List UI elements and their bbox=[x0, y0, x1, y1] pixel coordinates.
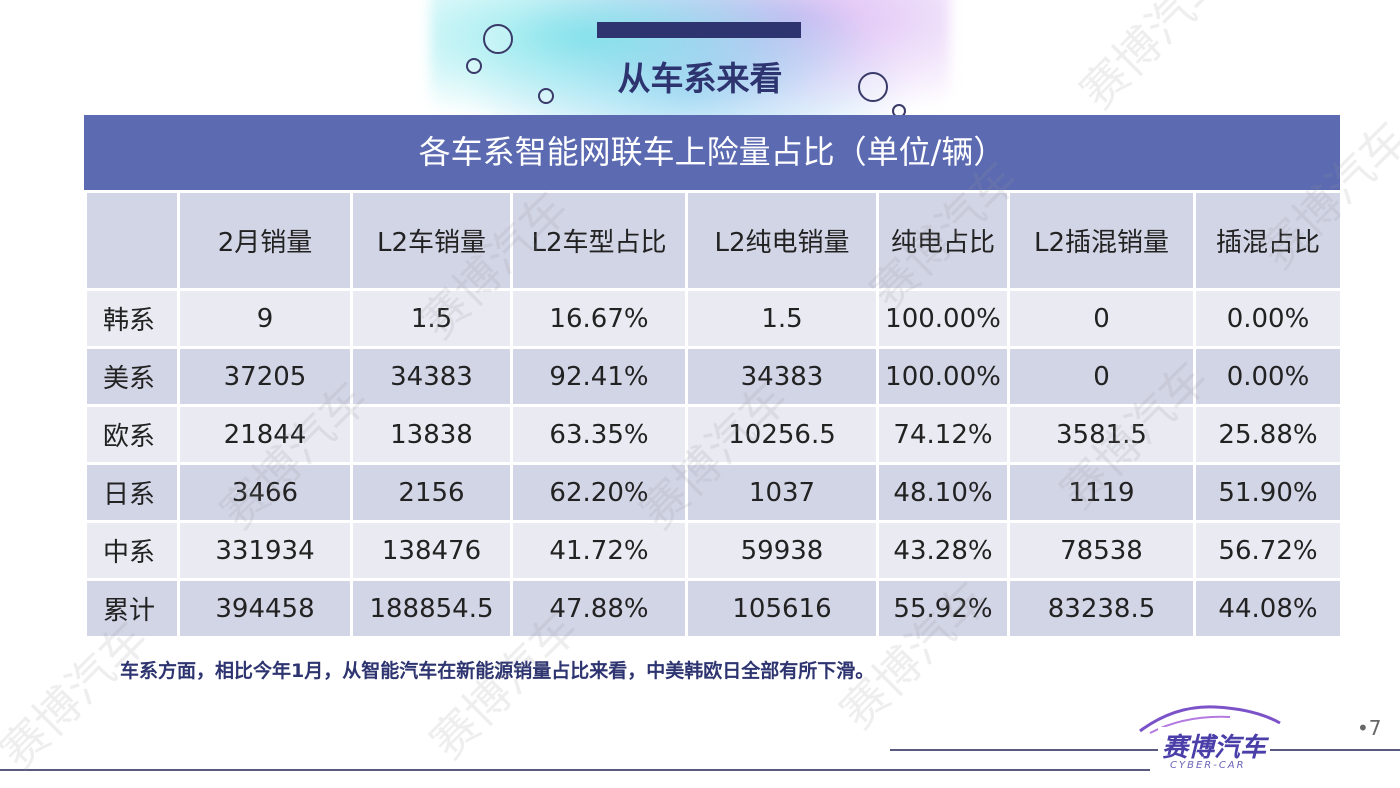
table-cell: 44.08% bbox=[1193, 578, 1343, 639]
decorative-bubble bbox=[466, 58, 482, 74]
table-cell: 188854.5 bbox=[350, 578, 513, 639]
table-row: 中系 331934 138476 41.72% 59938 43.28% 785… bbox=[84, 520, 1343, 581]
table-cell: 10256.5 bbox=[685, 404, 879, 465]
table-cell: 74.12% bbox=[876, 404, 1010, 465]
table-cell: 1.5 bbox=[350, 288, 513, 349]
table-cell: 43.28% bbox=[876, 520, 1010, 581]
footer-divider-line bbox=[0, 769, 1150, 771]
table-cell: 55.92% bbox=[876, 578, 1010, 639]
table-cell: 34383 bbox=[685, 346, 879, 407]
table-cell: 138476 bbox=[350, 520, 513, 581]
header-cell-l2-bev-sales: L2纯电销量 bbox=[685, 190, 879, 291]
table-row: 日系 3466 2156 62.20% 1037 48.10% 1119 51.… bbox=[84, 462, 1343, 523]
table-caption: 各车系智能网联车上险量占比（单位/辆） bbox=[84, 115, 1340, 190]
table-header-row: 2月销量 L2车销量 L2车型占比 L2纯电销量 纯电占比 L2插混销量 插混占… bbox=[84, 190, 1343, 291]
table-cell: 21844 bbox=[177, 404, 353, 465]
table-cell: 1037 bbox=[685, 462, 879, 523]
table-cell: 105616 bbox=[685, 578, 879, 639]
table-cell: 92.41% bbox=[510, 346, 688, 407]
table-cell: 16.67% bbox=[510, 288, 688, 349]
table-row: 欧系 21844 13838 63.35% 10256.5 74.12% 358… bbox=[84, 404, 1343, 465]
table-row: 累计 394458 188854.5 47.88% 105616 55.92% … bbox=[84, 578, 1343, 639]
page-number: •7 bbox=[1357, 716, 1382, 740]
row-label: 欧系 bbox=[84, 404, 180, 465]
table-cell: 13838 bbox=[350, 404, 513, 465]
data-table-container: 各车系智能网联车上险量占比（单位/辆） 2月销量 L2车销量 L2车型占比 L2… bbox=[84, 115, 1343, 639]
row-label: 累计 bbox=[84, 578, 180, 639]
watermark-text: 赛博汽车 bbox=[1069, 0, 1239, 120]
table-row: 美系 37205 34383 92.41% 34383 100.00% 0 0.… bbox=[84, 346, 1343, 407]
table-cell: 0 bbox=[1007, 288, 1196, 349]
row-label: 美系 bbox=[84, 346, 180, 407]
table-cell: 25.88% bbox=[1193, 404, 1343, 465]
row-label: 日系 bbox=[84, 462, 180, 523]
table-cell: 59938 bbox=[685, 520, 879, 581]
decorative-bubble bbox=[538, 88, 554, 104]
table-cell: 41.72% bbox=[510, 520, 688, 581]
title-accent-bar bbox=[597, 22, 801, 38]
table-cell: 47.88% bbox=[510, 578, 688, 639]
table-cell: 48.10% bbox=[876, 462, 1010, 523]
summary-note: 车系方面，相比今年1月，从智能汽车在新能源销量占比来看，中美韩欧日全部有所下滑。 bbox=[120, 660, 875, 682]
footer-divider-line bbox=[890, 749, 1400, 751]
decorative-bubble bbox=[858, 72, 888, 102]
table-cell: 37205 bbox=[177, 346, 353, 407]
table-cell: 83238.5 bbox=[1007, 578, 1196, 639]
table-cell: 51.90% bbox=[1193, 462, 1343, 523]
header-cell-phev-share: 插混占比 bbox=[1193, 190, 1343, 291]
header-cell-bev-share: 纯电占比 bbox=[876, 190, 1010, 291]
table-row: 韩系 9 1.5 16.67% 1.5 100.00% 0 0.00% bbox=[84, 288, 1343, 349]
logo-tagline: CYBER-CAR bbox=[1170, 760, 1246, 771]
table-cell: 0.00% bbox=[1193, 346, 1343, 407]
car-logo-icon bbox=[1139, 705, 1281, 734]
table-cell: 394458 bbox=[177, 578, 353, 639]
header-cell-empty bbox=[84, 190, 180, 291]
header-cell-l2-sales: L2车销量 bbox=[350, 190, 513, 291]
table-cell: 2156 bbox=[350, 462, 513, 523]
header-cell-l2-phev-sales: L2插混销量 bbox=[1007, 190, 1196, 291]
table-cell: 34383 bbox=[350, 346, 513, 407]
table-cell: 62.20% bbox=[510, 462, 688, 523]
table-cell: 0 bbox=[1007, 346, 1196, 407]
table-cell: 56.72% bbox=[1193, 520, 1343, 581]
header-cell-l2-share: L2车型占比 bbox=[510, 190, 688, 291]
header-cell-feb-sales: 2月销量 bbox=[177, 190, 353, 291]
data-table: 2月销量 L2车销量 L2车型占比 L2纯电销量 纯电占比 L2插混销量 插混占… bbox=[84, 190, 1343, 639]
table-cell: 0.00% bbox=[1193, 288, 1343, 349]
row-label: 韩系 bbox=[84, 288, 180, 349]
decorative-bubble bbox=[483, 24, 513, 54]
table-cell: 1119 bbox=[1007, 462, 1196, 523]
table-cell: 1.5 bbox=[685, 288, 879, 349]
table-cell: 63.35% bbox=[510, 404, 688, 465]
row-label: 中系 bbox=[84, 520, 180, 581]
table-cell: 100.00% bbox=[876, 346, 1010, 407]
table-cell: 78538 bbox=[1007, 520, 1196, 581]
table-cell: 331934 bbox=[177, 520, 353, 581]
table-cell: 3581.5 bbox=[1007, 404, 1196, 465]
logo-wordmark: 赛博汽车 bbox=[1158, 727, 1271, 764]
table-cell: 3466 bbox=[177, 462, 353, 523]
page-title: 从车系来看 bbox=[617, 59, 783, 98]
table-cell: 9 bbox=[177, 288, 353, 349]
table-cell: 100.00% bbox=[876, 288, 1010, 349]
